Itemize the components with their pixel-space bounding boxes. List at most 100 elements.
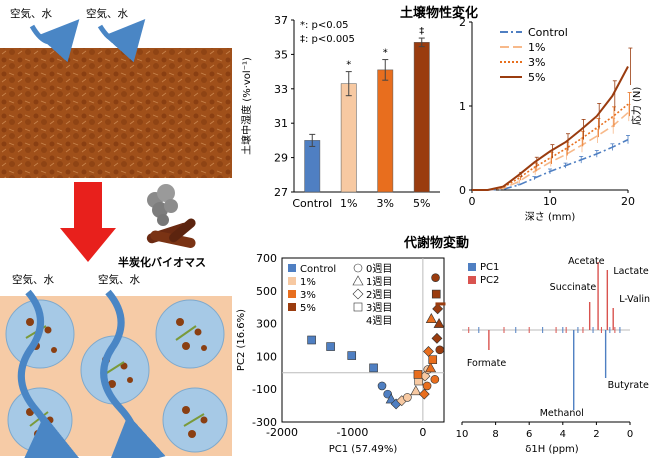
y-tick-label: 29 <box>274 152 288 165</box>
nmr-loading-chart: 10 8 6 4 2 0 Formate Methanol Acetate Lactate Succ… <box>456 256 650 455</box>
legend-label: Control <box>528 26 568 39</box>
pca-point-20 <box>431 332 443 344</box>
pca-point-10 <box>410 385 422 396</box>
shape-legend-label: 0週目 <box>366 263 392 275</box>
x-tick-label: 0 <box>627 429 633 440</box>
significance-mark: ‡ <box>419 26 424 37</box>
bar-3 <box>413 42 430 193</box>
x-axis-label: δ1H (ppm) <box>525 444 579 455</box>
pca-point-23 <box>431 289 441 299</box>
bottom-arrow-label-right: 空気、水 <box>98 274 140 286</box>
x-axis-label: PC1 (57.49%) <box>329 444 398 455</box>
air-water-arrow-top-left <box>29 19 80 63</box>
series-line-2 <box>472 103 629 191</box>
shape-legend-label: 4週目 <box>366 315 392 327</box>
legend-swatch <box>468 276 476 284</box>
pca-scatter-chart: -300 -100 100 300 500 700 -2000 -1000 0 Control 1%… <box>236 252 446 455</box>
pca-point-17 <box>425 362 437 373</box>
bottom-arrow-label-left: 空気、水 <box>12 274 54 286</box>
peak-label: Lactate <box>613 266 649 277</box>
bar-2 <box>377 69 394 193</box>
y-tick-label: 35 <box>274 48 288 61</box>
peak-label: Methanol <box>540 408 584 419</box>
air-water-flow-right <box>100 289 166 458</box>
x-tick-label: 1% <box>340 197 357 210</box>
x-tick-label: Control <box>292 197 332 210</box>
x-tick-label: 4 <box>560 429 566 440</box>
peak-label: Butyrate <box>608 380 649 391</box>
legend-label: 5% <box>528 71 545 84</box>
legend-label: 5% <box>300 303 316 314</box>
pca-point-21 <box>433 317 445 328</box>
legend-label: 1% <box>528 41 545 54</box>
pca-point-16 <box>422 381 432 391</box>
shape-legend-marker <box>353 302 363 312</box>
legend-label: PC2 <box>480 275 499 286</box>
section-title-metabolite: 代謝物変動 <box>404 236 470 251</box>
y-axis-label: 土壌中湿度 (%·vol⁻¹) <box>240 57 253 155</box>
x-axis-label: 深さ (mm) <box>525 211 576 223</box>
peak-label: Succinate <box>550 282 597 293</box>
pca-point-4 <box>377 381 387 391</box>
legend-label: 3% <box>528 56 545 69</box>
legend-label: 1% <box>300 277 316 288</box>
peak-label: Acetate <box>568 256 605 267</box>
pca-point-27 <box>425 313 437 323</box>
dense-soil-block <box>0 48 232 178</box>
peak-label: Formate <box>467 358 506 369</box>
shape-legend-label: 2週目 <box>366 289 392 301</box>
significance-mark: * <box>346 60 351 71</box>
legend-swatch <box>288 264 296 272</box>
pca-point-14 <box>413 370 423 379</box>
pca-point-24 <box>431 273 440 282</box>
x-tick-label: 2 <box>593 429 599 440</box>
series-line-3 <box>472 66 629 191</box>
biomass-label: 半炭化バイオマス <box>118 256 206 269</box>
pca-point-22 <box>432 303 444 315</box>
x-tick-label: -1000 <box>336 426 368 439</box>
shape-legend-marker <box>353 318 363 322</box>
pca-point-3 <box>369 363 378 373</box>
pca-point-0 <box>307 335 316 345</box>
legend-label: Control <box>300 264 336 275</box>
moisture-bar-chart: 27 29 31 33 35 37 Control * 1% * 3% ‡ 5% *: p<0.05 ‡: … <box>240 14 440 210</box>
series-line-1 <box>472 112 629 191</box>
legend-note: *: p<0.05 <box>300 20 349 31</box>
peak-label: L-Valine <box>619 294 650 305</box>
x-tick-label: 5% <box>413 197 430 210</box>
significance-mark: * <box>383 48 388 59</box>
y-tick-label: -100 <box>252 383 277 396</box>
x-tick-label: 0 <box>419 426 426 439</box>
pca-point-26 <box>435 302 446 306</box>
y-tick-label: 700 <box>256 252 277 265</box>
shape-legend-label: 1週目 <box>366 276 392 288</box>
legend-note: ‡: p<0.005 <box>300 34 355 45</box>
y-tick-label: 1 <box>459 100 466 113</box>
y-tick-label: -300 <box>252 416 277 429</box>
y-tick-label: 300 <box>256 318 277 331</box>
x-tick-label: 20 <box>621 195 635 208</box>
y-tick-label: 33 <box>274 83 288 96</box>
pca-point-1 <box>326 342 335 351</box>
y-axis-label: PC2 (16.6%) <box>236 309 247 371</box>
pca-point-15 <box>418 388 430 400</box>
pca-point-25 <box>435 345 445 355</box>
legend-label: PC1 <box>480 262 499 273</box>
x-tick-label: 10 <box>543 195 557 208</box>
y-tick-label: 500 <box>256 285 277 298</box>
legend-swatch <box>288 277 296 285</box>
y-tick-label: 100 <box>256 350 277 363</box>
air-water-arrow-top-right <box>97 19 146 63</box>
x-tick-label: -2000 <box>266 426 298 439</box>
bar-1 <box>340 83 357 193</box>
y-tick-label: 27 <box>274 186 288 199</box>
x-tick-label: 8 <box>492 429 498 440</box>
series-line-0 <box>472 138 629 191</box>
pca-point-5 <box>383 389 392 399</box>
soil-illustration <box>0 19 232 458</box>
biomass-icon <box>146 184 196 248</box>
shape-legend-marker <box>353 263 363 273</box>
y-tick-label: 0 <box>459 184 466 197</box>
shape-legend-marker <box>352 288 364 300</box>
